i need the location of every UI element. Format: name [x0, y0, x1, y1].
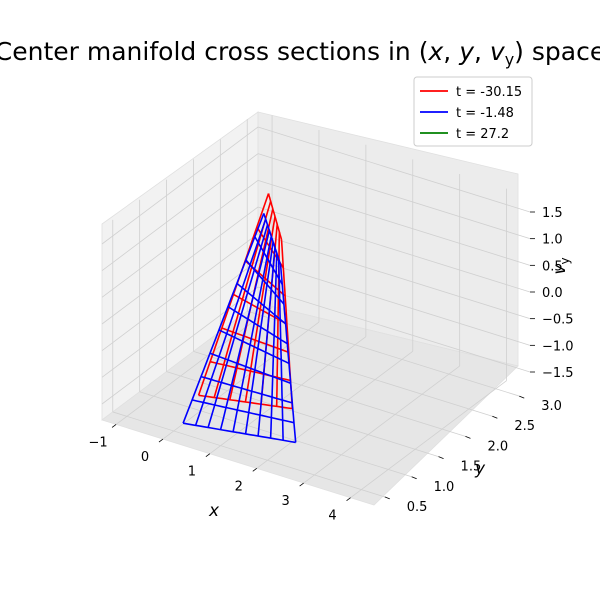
legend-label: t = 27.2: [456, 127, 509, 142]
wire-line-a: [257, 247, 276, 437]
z-tick-label: −1.5: [542, 366, 574, 381]
manifold-surfaces: [182, 193, 297, 444]
legend-entries: t = -30.15 t = -1.48 t = 27.2: [420, 85, 522, 142]
gridline-x-floor: [303, 365, 460, 484]
wire-line-a: [244, 241, 274, 435]
gridline-x-floor: [209, 336, 367, 455]
y-tick-label: 0.5: [407, 500, 428, 515]
x-tick-label: 3: [282, 494, 290, 509]
gridline-y-floor: [112, 411, 385, 498]
z-tick-label: 0.0: [542, 286, 563, 301]
wire-line-b: [209, 352, 291, 384]
chart-title: Center manifold cross sections in (x, y,…: [0, 37, 600, 69]
legend: t = -30.15 t = -1.48 t = 27.2: [413, 76, 533, 147]
x-tick-mark: [158, 438, 164, 443]
x-axis-label: x: [208, 501, 220, 521]
legend-box: [413, 76, 533, 147]
wire-line-b: [236, 282, 287, 325]
y-tick-label: 1.5: [461, 460, 482, 475]
wire-line-a: [279, 264, 297, 443]
x-tick-label: −1: [88, 435, 107, 450]
gridline-z-right: [257, 126, 531, 213]
y-tick-mark: [492, 415, 498, 419]
x-tick-mark: [111, 424, 117, 428]
z-tick-label: −0.5: [542, 313, 574, 328]
y-tick-mark: [411, 476, 417, 480]
x-tick-label: 1: [188, 465, 196, 480]
gridline-z-right: [257, 286, 531, 373]
gridline-x-floor: [256, 351, 413, 469]
y-tick-mark: [465, 436, 471, 439]
wire-line-b: [198, 394, 293, 410]
gridline-z-left: [101, 286, 259, 405]
wire-line-b: [263, 213, 282, 265]
x-tick-mark: [346, 497, 351, 501]
x-tick-label: 0: [141, 450, 149, 465]
gridline-x-floor: [162, 321, 320, 440]
wire-line-b: [210, 360, 291, 382]
z-tick-label: 1.5: [542, 206, 563, 221]
y-axis-label: y: [474, 459, 486, 479]
gridline-z-left: [101, 153, 259, 271]
wire-line-a: [232, 236, 273, 432]
gridlines: [101, 115, 531, 498]
z-tick-label: 0.5: [542, 259, 563, 274]
y-tick-label: 2.0: [487, 439, 508, 454]
gridline-z-left: [101, 126, 259, 245]
gridline-y-floor: [139, 391, 412, 478]
gridline-z-left: [101, 180, 259, 298]
y-tick-label: 1.0: [434, 480, 455, 495]
gridline-z-right: [257, 259, 531, 346]
wire-line-b: [218, 329, 290, 365]
gridline-z-right: [257, 206, 531, 293]
gridline-z-right: [257, 233, 531, 320]
wire-line-a: [207, 224, 269, 428]
gridline-z-right: [257, 153, 531, 240]
x-tick-label: 4: [328, 509, 336, 524]
gridline-z-right: [257, 179, 531, 266]
gridline-y-floor: [166, 371, 439, 457]
gridline-z-left: [101, 233, 259, 351]
legend-label: t = -1.48: [456, 106, 514, 121]
floor-pane: [101, 302, 519, 506]
wire-line-a: [269, 253, 278, 439]
x-tick-mark: [252, 468, 257, 472]
gridline-y-floor: [193, 351, 466, 437]
wire-line-a: [194, 218, 267, 426]
axis-ticks: −1 0 1 2 3 4 0.5 1.0 1.5 2.0 2.5 3.0 1.5 1.0 0.5 0.0 −0.…: [88, 206, 573, 524]
wire-line-a: [277, 258, 284, 441]
z-tick-label: −1.0: [542, 339, 574, 354]
x-tick-label: 2: [235, 479, 243, 494]
z-axis-label: vy: [550, 257, 572, 274]
wire-line-b: [221, 327, 289, 354]
axes-panes: [101, 111, 519, 506]
y-tick-mark: [438, 456, 444, 459]
surface-0000ff: [182, 213, 297, 444]
z-tick-label: 1.0: [542, 233, 563, 248]
y-tick-mark: [384, 496, 390, 500]
y-tick-label: 2.5: [514, 419, 535, 434]
wire-line-b: [245, 259, 285, 305]
wire-line-b: [182, 422, 296, 444]
gridline-x-floor: [350, 380, 507, 498]
wire-line-b: [254, 236, 283, 285]
x-tick-mark: [299, 482, 304, 487]
wire-line-b: [200, 375, 293, 404]
wire-line-b: [267, 193, 283, 240]
x-tick-mark: [205, 453, 211, 458]
wire-line-b: [227, 306, 288, 345]
gridline-z-left: [101, 206, 259, 325]
wire-line-b: [191, 399, 295, 424]
wire-line-a: [219, 230, 271, 430]
wire-line-b: [233, 293, 288, 325]
y-tick-label: 3.0: [541, 399, 562, 414]
gridline-y-floor: [247, 310, 520, 397]
legend-label: t = -30.15: [456, 85, 522, 100]
wire-line-a: [182, 213, 265, 424]
gridline-z-left: [101, 260, 259, 378]
y-tick-mark: [519, 395, 525, 399]
